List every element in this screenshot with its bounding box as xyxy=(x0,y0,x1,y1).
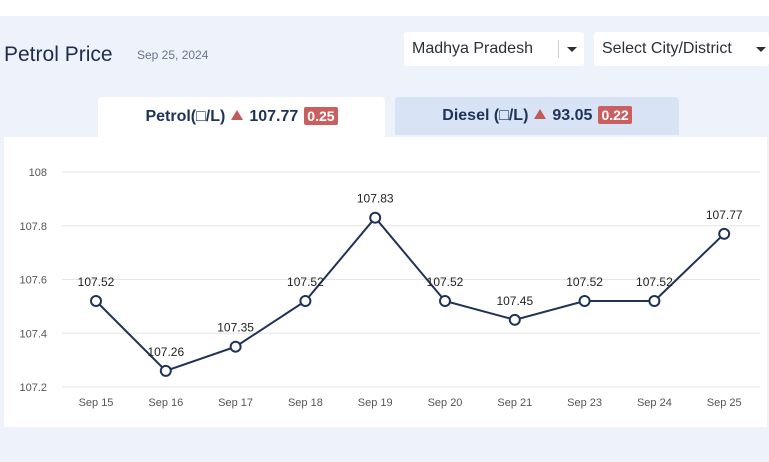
data-point[interactable] xyxy=(229,340,242,353)
chevron-down-icon[interactable] xyxy=(756,47,766,52)
data-point[interactable] xyxy=(439,295,451,307)
city-select-value: Select City/District xyxy=(602,40,732,57)
data-label: 107.52 xyxy=(636,275,673,289)
page-title: Petrol Price xyxy=(4,43,113,66)
x-tick-label: Sep 17 xyxy=(218,397,253,409)
data-label: 107.52 xyxy=(78,275,115,289)
data-point[interactable] xyxy=(159,364,172,377)
chart-y-ticks: 108 107.8 107.6 107.4 107.2 xyxy=(19,167,47,394)
x-tick-label: Sep 18 xyxy=(288,397,323,409)
tab-petrol-price: 107.77 xyxy=(249,108,299,125)
data-label: 107.83 xyxy=(357,192,394,206)
x-tick-label: Sep 23 xyxy=(567,397,602,409)
data-point[interactable] xyxy=(578,295,591,307)
x-tick-label: Sep 21 xyxy=(497,397,532,409)
up-arrow-icon xyxy=(534,109,547,120)
data-point[interactable] xyxy=(299,295,312,307)
tab-diesel[interactable]: Diesel (□/L) 93.05 0.22 xyxy=(395,97,679,135)
data-point[interactable] xyxy=(369,211,382,224)
y-tick-label: 108 xyxy=(29,167,47,179)
series-line xyxy=(95,216,725,373)
y-tick-label: 107.8 xyxy=(19,221,47,233)
x-tick-label: Sep 25 xyxy=(707,397,742,409)
x-tick-label: Sep 15 xyxy=(79,397,114,409)
tab-diesel-label: Diesel (□/L) xyxy=(442,107,529,124)
x-tick-label: Sep 24 xyxy=(637,397,672,409)
chart-data-labels: 107.52 107.26 107.35 107.52 107.83 107.52 107.… xyxy=(78,192,743,359)
data-label: 107.45 xyxy=(496,294,533,308)
page-date: Sep 25, 2024 xyxy=(137,48,209,62)
price-chart-card xyxy=(4,137,767,427)
x-tick-label: Sep 19 xyxy=(358,397,393,409)
data-point[interactable] xyxy=(648,295,661,307)
x-tick-label: Sep 16 xyxy=(148,397,183,409)
data-label: 107.26 xyxy=(147,345,184,359)
state-select[interactable]: Madhya Pradesh xyxy=(404,32,584,66)
y-tick-label: 107.4 xyxy=(19,328,47,340)
tab-diesel-change-badge: 0.22 xyxy=(598,105,632,124)
data-point[interactable] xyxy=(718,227,731,240)
data-label: 107.35 xyxy=(217,321,254,335)
tab-petrol-label: Petrol(□/L) xyxy=(145,108,226,125)
tab-diesel-price: 93.05 xyxy=(552,107,593,124)
y-tick-label: 107.6 xyxy=(19,275,47,287)
chart-gridlines xyxy=(62,171,760,388)
data-label: 107.77 xyxy=(706,208,743,222)
city-select[interactable]: Select City/District xyxy=(594,32,769,66)
state-select-divider xyxy=(558,40,559,58)
data-label: 107.52 xyxy=(566,275,603,289)
data-label: 107.52 xyxy=(287,275,324,289)
data-point[interactable] xyxy=(90,295,102,307)
x-tick-label: Sep 20 xyxy=(428,397,463,409)
chevron-down-icon[interactable] xyxy=(567,47,577,52)
chart-x-ticks: Sep 15 Sep 16 Sep 17 Sep 18 Sep 19 Sep 20 Sep … xyxy=(79,397,742,409)
y-tick-label: 107.2 xyxy=(19,382,47,394)
data-point[interactable] xyxy=(508,313,521,326)
tab-petrol[interactable]: Petrol(□/L) 107.77 0.25 xyxy=(98,97,385,137)
chart-points xyxy=(90,211,731,377)
state-select-value: Madhya Pradesh xyxy=(412,40,533,57)
tab-petrol-change-badge: 0.25 xyxy=(304,106,338,125)
up-arrow-icon xyxy=(231,110,244,121)
data-label: 107.52 xyxy=(427,275,464,289)
